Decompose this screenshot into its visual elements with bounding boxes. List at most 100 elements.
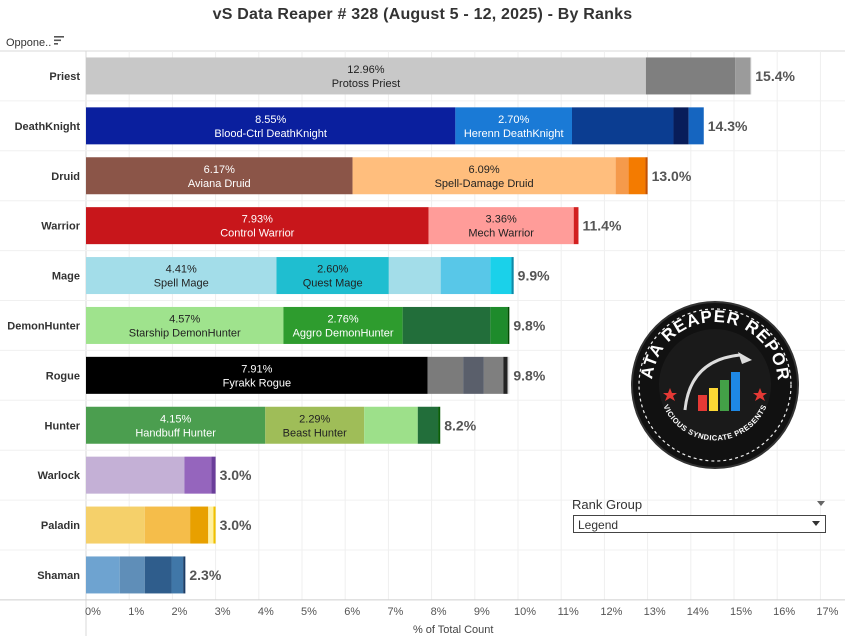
x-tick-label: 5% — [301, 606, 317, 618]
bar-segment — [507, 356, 510, 394]
bar-segment — [573, 207, 579, 245]
bar-segment — [440, 257, 491, 295]
x-tick-label: 1% — [128, 606, 144, 618]
x-tick-label: 10% — [514, 606, 536, 618]
row-total-label: 9.8% — [513, 317, 545, 333]
row-label-warlock: Warlock — [38, 470, 81, 482]
row-total-label: 14.3% — [708, 118, 748, 134]
segment-value-label: 4.15% — [160, 413, 191, 425]
segment-value-label: 2.76% — [327, 313, 358, 325]
row-total-label: 11.4% — [582, 218, 621, 234]
segment-value-label: 7.93% — [242, 214, 273, 226]
bar-segment — [750, 57, 752, 95]
row-label-rogue: Rogue — [46, 370, 80, 382]
bar-segment — [352, 157, 616, 195]
bar-segment — [645, 157, 648, 195]
bar-segment — [144, 506, 191, 544]
bar-segment — [673, 107, 689, 145]
segment-value-label: 4.41% — [166, 264, 197, 276]
x-tick-label: 8% — [431, 606, 447, 618]
bar-segment — [211, 456, 216, 494]
segment-value-label: 2.29% — [299, 413, 330, 425]
bar-segment — [628, 157, 646, 195]
bar-segment — [86, 406, 266, 444]
row-label-deathknight: DeathKnight — [15, 121, 81, 133]
bar-segment — [402, 306, 491, 344]
x-tick-label: 16% — [773, 606, 795, 618]
x-tick-label: 11% — [558, 606, 579, 618]
row-total-label: 9.8% — [513, 367, 545, 383]
bar-segment — [507, 306, 510, 344]
segment-archetype-label: Mech Warrior — [468, 228, 534, 240]
bar-segment — [86, 257, 277, 295]
bar-segment — [428, 207, 574, 245]
bar-segment — [171, 556, 184, 594]
bar-segment — [463, 356, 484, 394]
row-total-label: 15.4% — [755, 68, 795, 84]
bar-segment — [86, 207, 429, 245]
bar-segment — [503, 356, 508, 394]
x-tick-label: 7% — [387, 606, 403, 618]
segment-value-label: 2.60% — [317, 264, 348, 276]
bar-segment — [86, 356, 428, 394]
x-tick-label: 3% — [215, 606, 231, 618]
segment-archetype-label: Herenn DeathKnight — [464, 128, 564, 140]
rank-group-dropdown[interactable]: Legend — [573, 515, 826, 533]
bar-segment — [86, 456, 185, 494]
dropdown-arrow-icon — [812, 521, 820, 526]
bar-segment — [438, 406, 441, 444]
bar-segment — [490, 257, 512, 295]
bar-segment — [455, 107, 572, 145]
segment-archetype-label: Beast Hunter — [283, 427, 348, 439]
segment-archetype-label: Aviana Druid — [188, 178, 251, 190]
bar-segment — [265, 406, 365, 444]
bar-segment — [86, 57, 646, 95]
x-tick-label: 12% — [600, 606, 622, 618]
bar-segment — [86, 107, 456, 145]
bar-segment — [417, 406, 439, 444]
x-tick-label: 14% — [687, 606, 709, 618]
segment-value-label: 7.91% — [241, 363, 272, 375]
segment-value-label: 2.70% — [498, 114, 529, 126]
segment-value-label: 6.17% — [204, 164, 235, 176]
x-tick-label: 15% — [730, 606, 752, 618]
row-label-hunter: Hunter — [45, 420, 81, 432]
x-tick-label: 2% — [171, 606, 187, 618]
bar-segment — [86, 556, 120, 594]
segment-archetype-label: Quest Mage — [303, 278, 363, 290]
x-tick-label: 13% — [644, 606, 666, 618]
bar-segment — [86, 306, 284, 344]
bar-segment — [645, 57, 736, 95]
chevron-down-icon[interactable] — [816, 500, 826, 508]
x-tick-label: 4% — [258, 606, 274, 618]
bar-segment — [427, 356, 464, 394]
row-total-label: 3.0% — [220, 517, 252, 533]
bar-segment — [119, 556, 145, 594]
bar-segment — [213, 506, 216, 544]
bar-segment — [283, 306, 403, 344]
bar-segment — [490, 306, 508, 344]
x-tick-label: 9% — [474, 606, 490, 618]
x-tick-label: 0% — [85, 606, 101, 618]
bar-segment — [183, 556, 186, 594]
bar-segment — [688, 107, 704, 145]
sort-descending-icon[interactable] — [53, 34, 65, 46]
segment-archetype-label: Blood-Ctrl DeathKnight — [214, 128, 327, 140]
row-label-paladin: Paladin — [41, 520, 80, 532]
row-header-label[interactable]: Oppone.. — [6, 37, 52, 49]
bar-segment — [615, 157, 629, 195]
segment-value-label: 12.96% — [347, 64, 385, 76]
bar-segment — [735, 57, 751, 95]
bar-segment — [572, 107, 674, 145]
bar-segment — [208, 506, 214, 544]
row-label-shaman: Shaman — [37, 570, 80, 582]
segment-archetype-label: Protoss Priest — [332, 78, 400, 90]
x-tick-label: 17% — [816, 606, 838, 618]
segment-archetype-label: Starship DemonHunter — [129, 327, 241, 339]
row-total-label: 2.3% — [189, 567, 221, 583]
row-label-druid: Druid — [51, 171, 80, 183]
row-label-warrior: Warrior — [41, 221, 80, 233]
bar-segment — [388, 257, 441, 295]
row-label-priest: Priest — [49, 71, 80, 83]
